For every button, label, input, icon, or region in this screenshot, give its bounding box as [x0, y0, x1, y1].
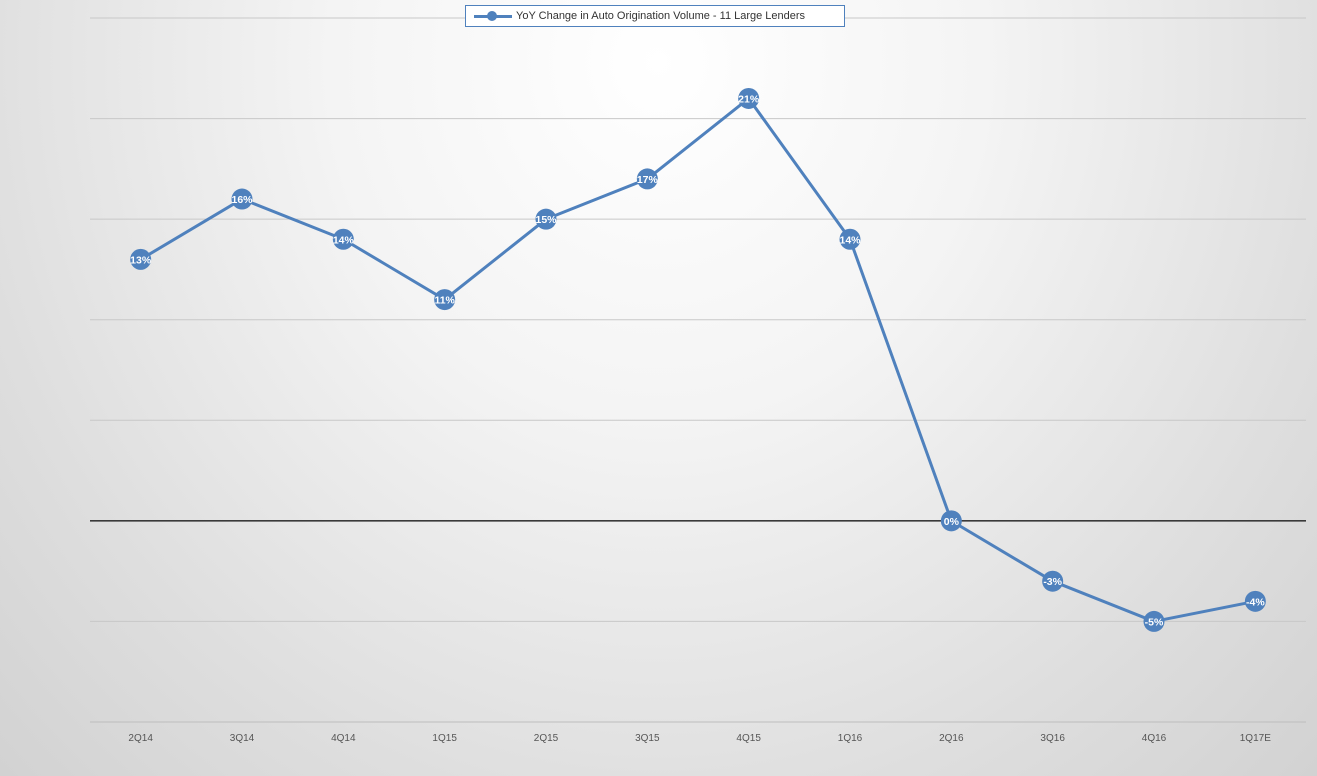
data-point: -5% [1143, 610, 1165, 632]
x-tick-label: 1Q16 [838, 733, 863, 744]
data-point-marker [434, 289, 456, 311]
category-labels: 2Q14 3Q14 4Q14 1Q15 2Q15 3Q15 4Q15 1Q16 2Q16 3Q16… [128, 733, 1271, 744]
series-line [139, 96, 1256, 623]
data-label: 21% [738, 93, 760, 105]
legend: YoY Change in Auto Origination Volume - … [465, 5, 845, 27]
data-point: 14% [332, 228, 355, 250]
data-point: -4% [1244, 590, 1266, 612]
data-label: 17% [637, 174, 659, 186]
data-point-marker [1244, 590, 1266, 612]
data-point-marker [940, 510, 962, 532]
data-label: 13% [130, 254, 152, 266]
data-point: 14% [839, 228, 861, 250]
x-tick-label: 4Q15 [736, 733, 761, 744]
data-label: -4% [1246, 596, 1265, 608]
data-label: 11% [434, 295, 455, 307]
data-label: -5% [1145, 616, 1164, 628]
data-point: 11% [434, 289, 456, 311]
legend-entry: YoY Change in Auto Origination Volume - … [516, 10, 806, 22]
x-tick-label: 3Q16 [1040, 733, 1065, 744]
data-label: 14% [839, 234, 861, 246]
data-label: 16% [231, 194, 253, 206]
data-point-marker [738, 87, 760, 109]
data-label: 14% [333, 234, 355, 246]
data-label: 0% [944, 516, 960, 528]
x-tick-label: 1Q17E [1240, 733, 1271, 744]
data-point-marker [636, 168, 658, 190]
data-point-marker [839, 228, 861, 250]
x-tick-label: 1Q15 [432, 733, 457, 744]
data-point-marker [332, 228, 354, 250]
series-layer: 13% 16% 14% 11% 15% 17% 21% 14% 0% -3% -5% -4% [130, 87, 1266, 632]
data-point: 21% [738, 87, 760, 109]
data-label: -3% [1043, 576, 1062, 588]
legend-line-marker-icon [472, 5, 514, 27]
data-point: 15% [535, 208, 557, 230]
x-tick-label: 2Q16 [939, 733, 964, 744]
x-tick-label: 3Q15 [635, 733, 660, 744]
data-point: 13% [130, 248, 152, 270]
x-tick-label: 2Q14 [128, 733, 153, 744]
data-point: 17% [636, 168, 659, 190]
data-point-marker [1042, 570, 1064, 592]
data-point-marker [130, 248, 152, 270]
data-point: 0% [940, 510, 962, 532]
x-tick-label: 3Q14 [230, 733, 255, 744]
data-point-marker [1143, 610, 1165, 632]
data-point-marker [535, 208, 557, 230]
data-label: 15% [535, 214, 557, 226]
gridlines [90, 17, 1306, 723]
data-point-marker [231, 188, 253, 210]
x-tick-label: 4Q16 [1142, 733, 1167, 744]
data-point: 16% [231, 188, 253, 210]
x-tick-label: 4Q14 [331, 733, 356, 744]
x-tick-label: 2Q15 [534, 733, 559, 744]
data-point: -3% [1042, 570, 1064, 592]
